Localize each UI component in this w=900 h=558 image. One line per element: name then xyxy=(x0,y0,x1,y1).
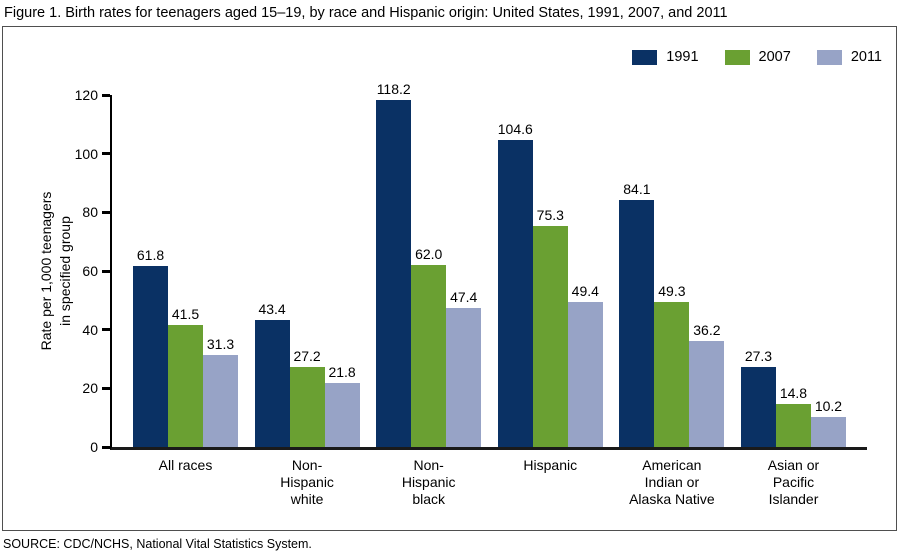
legend-item-2007: 2007 xyxy=(724,49,791,65)
bar-group: 104.6 75.3 49.4 xyxy=(498,121,603,447)
y-tick-label: 0 xyxy=(90,439,98,455)
bar-value-label: 49.4 xyxy=(571,283,599,300)
legend-swatch-2007 xyxy=(724,49,750,65)
x-category-label: Non- Hispanic black xyxy=(401,457,456,507)
legend-label: 1991 xyxy=(666,49,699,65)
x-category-label: Hispanic xyxy=(523,457,578,473)
bar-value-label: 49.3 xyxy=(658,283,686,300)
bar-1991: 84.1 xyxy=(619,181,655,447)
bar-value-label: 61.8 xyxy=(136,246,165,263)
y-tick xyxy=(102,269,110,273)
bar-2007: 41.5 xyxy=(168,306,203,447)
bar-value-label: 84.1 xyxy=(623,181,651,198)
x-category-label: American Indian or Alaska Native xyxy=(629,457,715,507)
legend: 1991 2007 2011 xyxy=(632,49,882,65)
bar-value-label: 47.4 xyxy=(450,288,478,305)
bar-2011: 49.4 xyxy=(567,283,603,447)
bar-2011: 10.2 xyxy=(810,398,846,447)
bars: 61.8 41.5 31.3 43.4 27.2 21.8 118.2 62.0 47.4 104… xyxy=(112,81,867,447)
x-category-label: All races xyxy=(158,457,213,473)
bar-2007: 14.8 xyxy=(775,385,811,447)
bar-value-label: 27.3 xyxy=(744,347,773,364)
bar-value-label: 10.2 xyxy=(814,398,843,415)
bar-value-label: 104.6 xyxy=(497,121,533,138)
bar-2011: 47.4 xyxy=(446,289,482,447)
legend-label: 2007 xyxy=(758,49,791,65)
plot-area: Rate per 1,000 teenagers in specified gr… xyxy=(38,81,867,455)
y-tick xyxy=(102,445,110,449)
bar-value-label: 62.0 xyxy=(415,246,443,263)
bar-value-label: 14.8 xyxy=(779,384,808,401)
y-tick-label: 20 xyxy=(82,380,98,397)
bar-group: 61.8 41.5 31.3 xyxy=(133,247,238,447)
source-note: SOURCE: CDC/NCHS, National Vital Statist… xyxy=(3,537,312,551)
y-tick-label: 80 xyxy=(82,204,98,221)
y-tick-label: 40 xyxy=(82,321,98,338)
bar-group: 84.1 49.3 36.2 xyxy=(619,181,725,447)
bar-value-label: 75.3 xyxy=(536,207,564,224)
bar-1991: 27.3 xyxy=(740,348,776,447)
figure-title: Figure 1. Birth rates for teenagers aged… xyxy=(4,5,728,21)
legend-swatch-2011 xyxy=(816,49,842,65)
x-category-label: Asian or Pacific Islander xyxy=(767,457,820,507)
x-labels: All races Non- Hispanic white Non- Hispanic bl… xyxy=(112,457,867,508)
x-category-label: Non- Hispanic white xyxy=(280,457,334,507)
bar-1991: 43.4 xyxy=(254,301,290,447)
bar-1991: 118.2 xyxy=(376,81,412,447)
bar-2007: 62.0 xyxy=(411,246,447,447)
bar-1991: 61.8 xyxy=(133,247,168,447)
legend-label: 2011 xyxy=(850,49,882,65)
bar-value-label: 31.3 xyxy=(206,336,235,353)
bar-value-label: 36.2 xyxy=(693,321,721,338)
legend-item-1991: 1991 xyxy=(632,49,699,65)
legend-swatch-1991 xyxy=(632,49,658,65)
y-tick xyxy=(102,328,110,332)
legend-item-2011: 2011 xyxy=(816,49,882,65)
chart-frame: 1991 2007 2011 Rate per 1,000 teenagers in… xyxy=(2,26,897,531)
bar-2007: 27.2 xyxy=(289,348,325,447)
bar-value-label: 118.2 xyxy=(376,81,411,98)
y-tick-label: 60 xyxy=(82,263,98,279)
y-tick-label: 100 xyxy=(74,145,98,162)
bar-2007: 49.3 xyxy=(654,283,690,447)
bar-value-label: 41.5 xyxy=(171,306,200,323)
bar-group: 27.3 14.8 10.2 xyxy=(740,348,846,447)
y-tick-label: 120 xyxy=(74,87,98,103)
y-tick xyxy=(102,210,110,214)
y-axis-title-line1: Rate per 1,000 teenagers xyxy=(38,191,54,351)
bar-2011: 21.8 xyxy=(324,364,360,447)
bar-value-label: 27.2 xyxy=(293,348,321,365)
bar-2011: 36.2 xyxy=(689,322,725,447)
y-tick xyxy=(102,93,110,97)
bar-group: 118.2 62.0 47.4 xyxy=(376,81,482,447)
bar-2007: 75.3 xyxy=(532,207,568,447)
bar-1991: 104.6 xyxy=(498,121,533,447)
bar-group: 43.4 27.2 21.8 xyxy=(254,301,360,447)
bar-value-label: 43.4 xyxy=(258,300,286,317)
bar-value-label: 21.8 xyxy=(328,364,356,381)
bar-2011: 31.3 xyxy=(203,336,238,447)
y-tick xyxy=(102,386,110,390)
y-tick xyxy=(102,152,110,156)
